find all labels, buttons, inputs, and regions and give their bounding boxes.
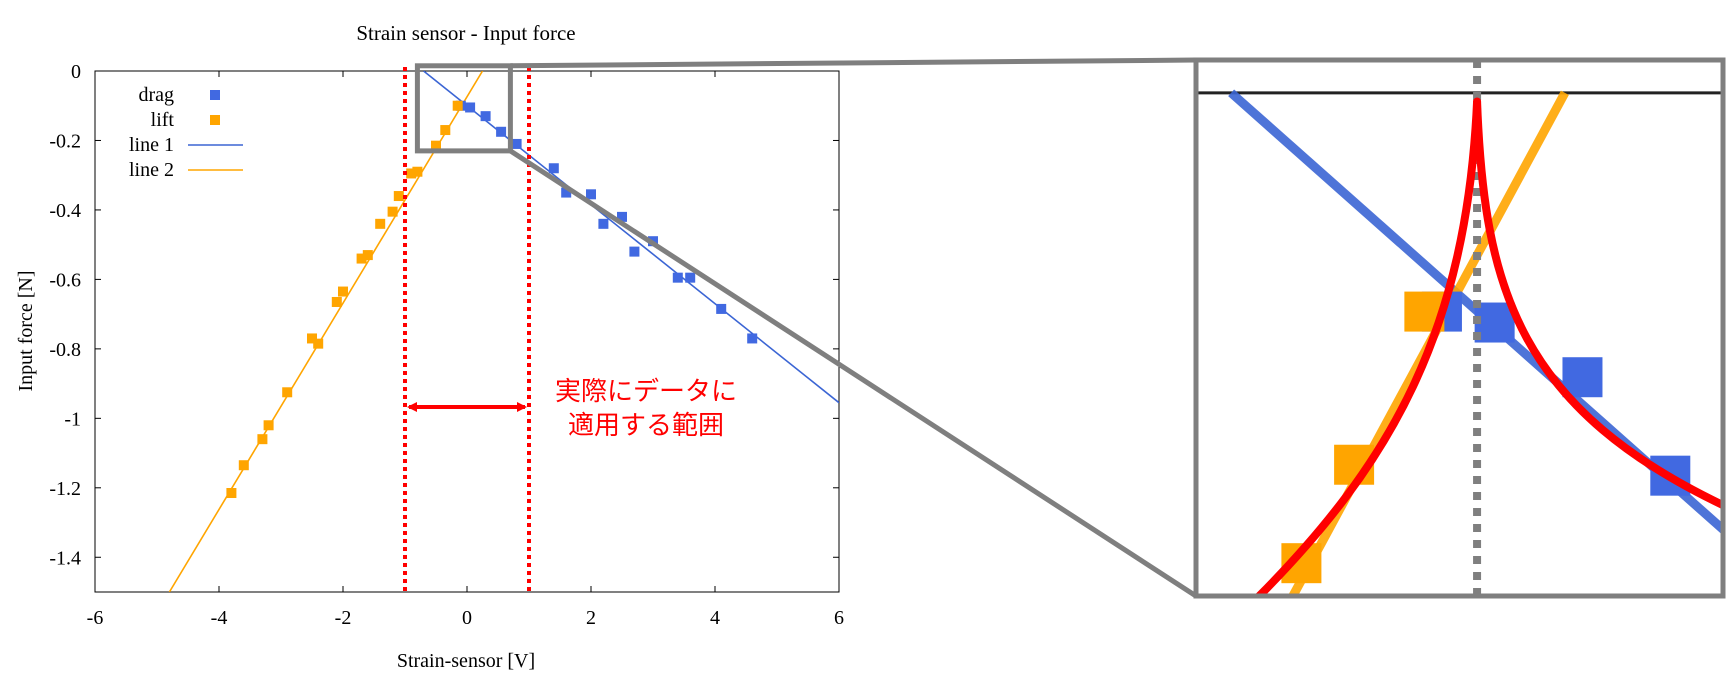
data-point-drag	[617, 211, 627, 222]
x-axis-label: Strain-sensor [V]	[397, 650, 535, 672]
zoom-source-box	[414, 63, 513, 154]
data-point-lift	[356, 253, 367, 264]
range-label-line2: 適用する範囲	[568, 410, 724, 440]
chart-title: Strain sensor - Input force	[356, 21, 575, 45]
data-point-lift	[263, 420, 274, 431]
data-point-drag	[598, 218, 609, 229]
legend: drag lift line 1 line 2	[129, 84, 243, 181]
inset-series-line-line-1	[1228, 89, 1723, 536]
data-point-lift	[452, 100, 463, 111]
data-points	[226, 100, 758, 499]
series-line-line-2	[168, 71, 484, 592]
x-tick-label: 2	[586, 607, 596, 629]
data-point-lift	[313, 338, 324, 349]
zoom-inset-content	[1196, 60, 1723, 596]
data-point-drag	[465, 102, 476, 113]
data-point-drag	[561, 187, 572, 198]
inset-data-point-drag	[1562, 357, 1603, 398]
data-point-drag	[548, 163, 559, 174]
data-point-drag	[480, 111, 491, 122]
y-tick-label: -0.2	[49, 130, 81, 152]
x-tick-label: -4	[211, 607, 228, 629]
data-point-lift	[387, 206, 398, 217]
y-tick-label: -0.6	[49, 269, 81, 291]
legend-label: drag	[138, 84, 174, 106]
data-point-lift	[412, 166, 423, 177]
y-axis-label: Input force [N]	[15, 270, 37, 391]
y-tick-label: -1	[64, 408, 81, 430]
x-tick-label: -2	[335, 607, 352, 629]
data-point-drag	[629, 246, 640, 257]
legend-marker	[210, 115, 220, 125]
y-tick-label: -1.2	[49, 478, 81, 500]
y-tick-label: -0.8	[49, 339, 81, 361]
data-point-lift	[393, 191, 404, 202]
data-point-drag	[496, 126, 507, 137]
legend-label: lift	[151, 109, 175, 131]
y-axis-ticks: 0 -0.2 -0.4 -0.6 -0.8 -1 -1.2 -1.4	[49, 61, 839, 569]
data-point-lift	[431, 140, 441, 151]
zoom-inset	[1193, 57, 1726, 599]
x-axis-ticks: -6 -4 -2 0 2 4 6	[87, 71, 844, 629]
data-point-drag	[586, 189, 596, 200]
inset-curve-right	[1473, 97, 1723, 510]
inset-curve-left	[1255, 97, 1482, 596]
x-tick-label: 4	[710, 607, 720, 629]
legend-label: line 1	[129, 134, 174, 156]
series-line-line-1	[423, 71, 839, 404]
data-point-drag	[511, 138, 522, 149]
legend-marker	[210, 90, 220, 100]
y-tick-label: -0.4	[49, 200, 81, 222]
data-point-lift	[238, 460, 249, 471]
data-point-drag	[716, 303, 727, 314]
data-point-lift	[338, 286, 348, 297]
data-point-drag	[672, 272, 683, 283]
zoom-callout	[414, 57, 1198, 599]
data-point-drag	[685, 272, 696, 283]
data-point-drag	[747, 333, 758, 344]
fit-lines	[168, 71, 839, 592]
range-label-line1: 実際にデータに	[555, 376, 737, 406]
data-point-lift	[282, 387, 293, 398]
data-point-lift	[406, 168, 417, 179]
x-tick-label: 6	[834, 607, 844, 629]
x-tick-label: -6	[87, 607, 104, 629]
zoom-connector-top	[510, 57, 1197, 69]
legend-label: line 2	[129, 159, 174, 181]
x-tick-label: 0	[462, 607, 472, 629]
y-tick-label: -1.4	[49, 547, 81, 569]
data-point-lift	[226, 488, 237, 499]
data-point-lift	[331, 296, 342, 307]
zoom-inset-frame	[1193, 57, 1726, 599]
applied-range-annotation	[403, 67, 531, 594]
data-point-lift	[362, 250, 373, 261]
zoom-connector-bottom	[509, 148, 1198, 599]
y-tick-label: 0	[71, 61, 81, 83]
data-point-lift	[375, 218, 386, 229]
inset-data-point-drag	[1474, 302, 1515, 343]
data-point-lift	[307, 333, 317, 344]
data-point-lift	[257, 434, 268, 445]
data-point-lift	[440, 125, 451, 136]
